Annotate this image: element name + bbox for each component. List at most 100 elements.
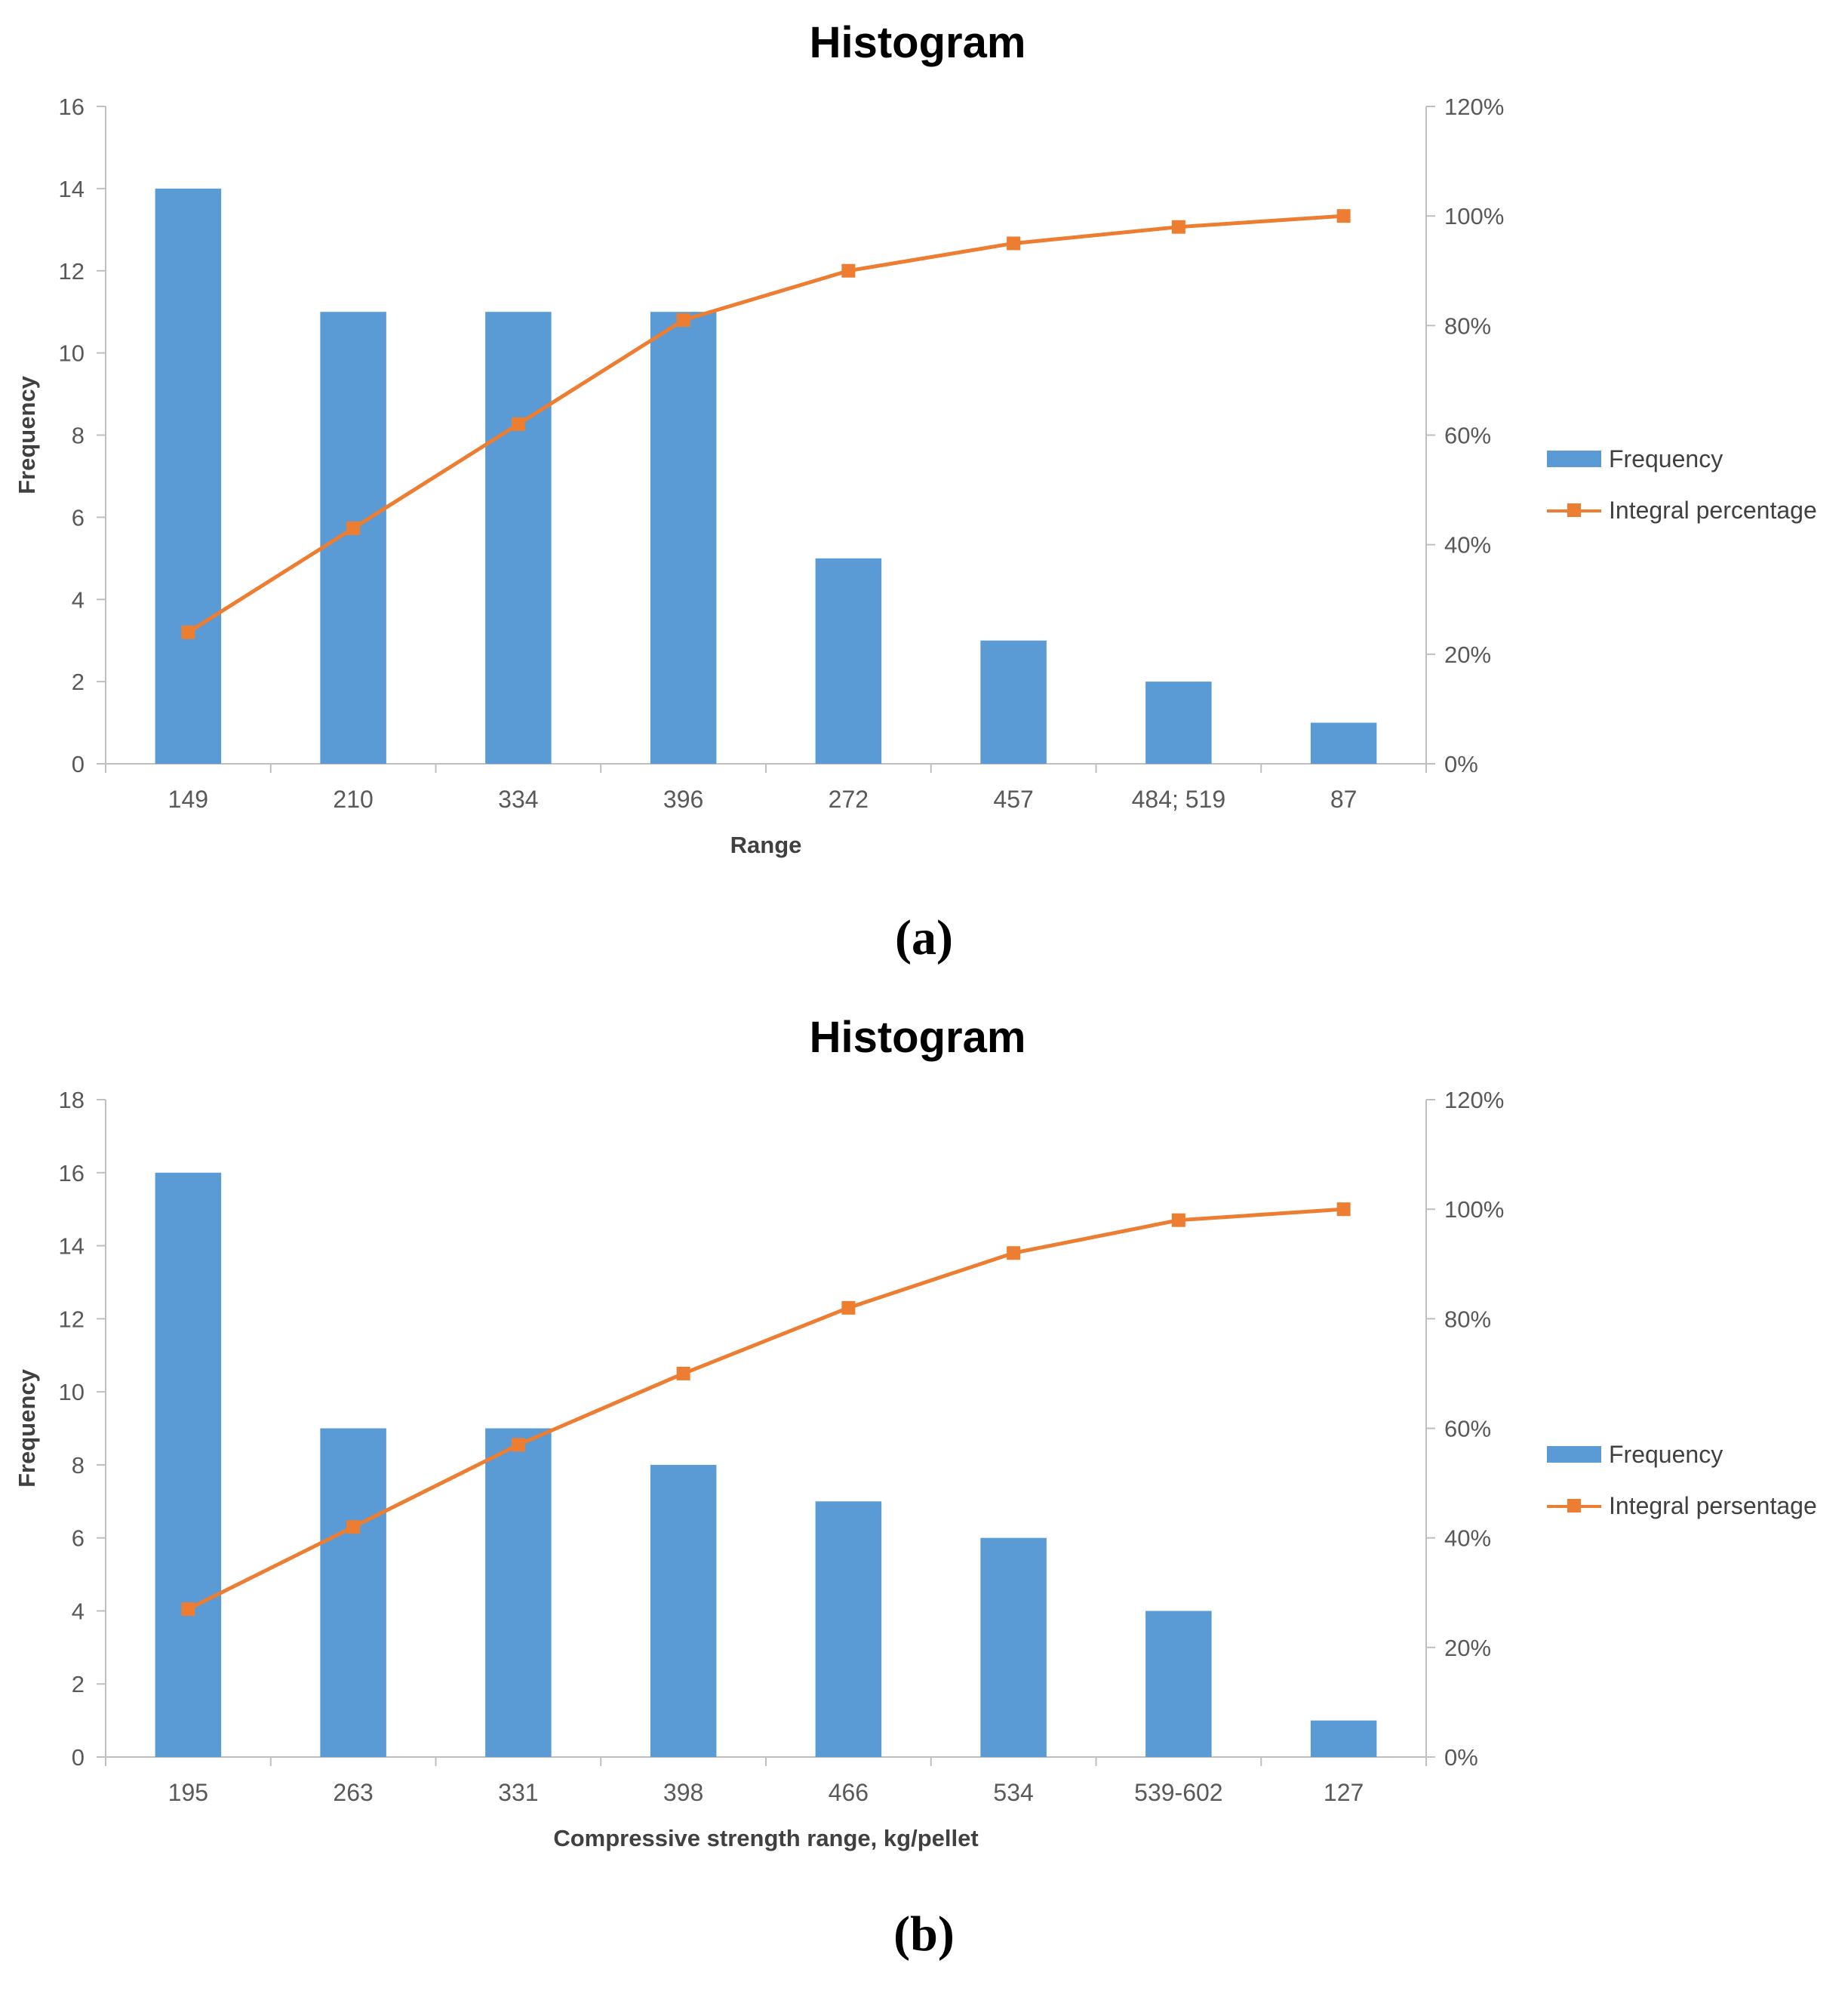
chart-a-bar xyxy=(815,558,882,764)
chart-b-y2-tick-label: 80% xyxy=(1444,1306,1491,1332)
chart-a-line-marker xyxy=(511,417,525,431)
chart-b-x-tick-label: 263 xyxy=(333,1779,373,1806)
legend-a-line-swatch xyxy=(1547,502,1601,519)
chart-b-line-marker xyxy=(841,1300,856,1315)
legend-a: Frequency Integral percentage xyxy=(1547,433,1817,536)
chart-a-x-tick-label: 87 xyxy=(1330,786,1358,813)
chart-a-y-tick-label: 12 xyxy=(59,258,85,285)
chart-a-bar xyxy=(485,312,552,764)
legend-a-frequency-label: Frequency xyxy=(1609,445,1723,472)
chart-a-line-marker xyxy=(1007,236,1021,251)
chart-a-line-marker xyxy=(841,263,856,278)
chart-a-y2-tick-label: 0% xyxy=(1444,751,1478,777)
chart-b-y-tick-label: 8 xyxy=(72,1452,85,1479)
legend-b-integral: Integral persentage xyxy=(1547,1480,1817,1531)
legend-a-integral-label: Integral percentage xyxy=(1609,496,1817,524)
chart-panel-b: Histogram 0 2 4 6 8 10 12 14 16 18 0% 20% 40% 60% 80% 10… xyxy=(0,996,1848,1994)
chart-a-y2-tick-label: 60% xyxy=(1444,423,1491,449)
chart-a-bar xyxy=(320,312,386,764)
chart-a-x-tick-label: 272 xyxy=(829,786,869,813)
chart-a-y-tick-label: 16 xyxy=(59,94,85,120)
chart-b-line-marker xyxy=(1336,1202,1351,1217)
chart-a-y2-tick-label: 40% xyxy=(1444,532,1491,559)
chart-b-y-tick-label: 10 xyxy=(59,1379,85,1405)
legend-b-frequency: Frequency xyxy=(1547,1429,1817,1480)
chart-a-x-tick-label: 210 xyxy=(333,786,373,813)
chart-a-x-axis-label: Range xyxy=(730,832,802,858)
chart-b-line-marker xyxy=(181,1602,195,1617)
chart-b-x-axis-label: Compressive strength range, kg/pellet xyxy=(553,1825,978,1851)
chart-b-bar xyxy=(650,1464,717,1757)
chart-b-title: Histogram xyxy=(810,1013,1026,1062)
chart-b-line-marker xyxy=(676,1366,690,1380)
chart-b-y2-tick-label: 40% xyxy=(1444,1525,1491,1552)
chart-b-y-tick-label: 12 xyxy=(59,1306,85,1332)
chart-a-y2-tick-label: 20% xyxy=(1444,642,1491,668)
legend-a-integral: Integral percentage xyxy=(1547,485,1817,536)
chart-b-x-tick-label: 539-602 xyxy=(1134,1779,1222,1806)
chart-a-line-series xyxy=(187,214,1344,634)
chart-a-bar xyxy=(155,188,222,764)
chart-a-x-tick-label: 457 xyxy=(993,786,1033,813)
chart-b-x-tick-label: 466 xyxy=(829,1779,869,1806)
chart-b-y-tick-label: 16 xyxy=(59,1160,85,1186)
chart-a-y-tick-label: 2 xyxy=(72,669,85,695)
chart-b-bar xyxy=(155,1172,222,1757)
chart-b-y2-tick-label: 20% xyxy=(1444,1635,1491,1661)
chart-b-y-tick-label: 14 xyxy=(59,1233,85,1260)
chart-b-x-tick-label: 195 xyxy=(168,1779,208,1806)
chart-a-x-tick-label: 484; 519 xyxy=(1132,786,1226,813)
chart-b-bar xyxy=(485,1428,552,1757)
chart-b-y-tick-label: 2 xyxy=(72,1671,85,1697)
chart-b-x-tick-label: 127 xyxy=(1324,1779,1364,1806)
chart-a-y2-tick-label: 120% xyxy=(1444,94,1504,120)
chart-b-line-series xyxy=(187,1207,1344,1611)
chart-a-line-marker xyxy=(676,313,690,328)
chart-a-line-marker xyxy=(181,625,195,639)
panel-label-a: (a) xyxy=(895,910,953,965)
chart-a-y2-tick-label: 80% xyxy=(1444,312,1491,339)
chart-b-line-marker xyxy=(1171,1213,1185,1227)
chart-b-y-tick-label: 6 xyxy=(72,1525,85,1552)
chart-b-y2-tick-label: 60% xyxy=(1444,1416,1491,1442)
chart-a-y-tick-label: 8 xyxy=(72,423,85,449)
chart-b-y-tick-label: 0 xyxy=(72,1744,85,1771)
chart-b-y2-tick-label: 120% xyxy=(1444,1087,1504,1113)
legend-b-bar-swatch xyxy=(1547,1446,1601,1463)
chart-b-line-marker xyxy=(511,1438,525,1452)
chart-a-line-marker xyxy=(1171,220,1185,234)
legend-b-line-swatch xyxy=(1547,1497,1601,1514)
chart-a-bar xyxy=(1145,682,1212,764)
chart-b-y-tick-label: 18 xyxy=(59,1087,85,1113)
chart-a-title: Histogram xyxy=(810,18,1026,67)
chart-a-y-tick-label: 10 xyxy=(59,340,85,367)
chart-b-line-marker xyxy=(346,1520,361,1534)
chart-b-y-tick-label: 4 xyxy=(72,1598,85,1624)
chart-b-bar xyxy=(320,1428,386,1757)
chart-b-y-axis-label: Frequency xyxy=(14,1368,40,1488)
chart-a-y2-tick-label: 100% xyxy=(1444,203,1504,229)
chart-b-x-tick-label: 331 xyxy=(498,1779,538,1806)
chart-b-bar xyxy=(815,1501,882,1757)
chart-a-bar xyxy=(650,312,717,764)
chart-b-y2-tick-label: 100% xyxy=(1444,1196,1504,1223)
legend-b: Frequency Integral persentage xyxy=(1547,1429,1817,1531)
chart-b-svg: Histogram 0 2 4 6 8 10 12 14 16 18 0% 20% 40% 60% 80% 10… xyxy=(14,1013,1504,1851)
chart-b-y2-tick-label: 0% xyxy=(1444,1744,1478,1771)
chart-a-x-tick-label: 149 xyxy=(168,786,208,813)
chart-a-line-marker xyxy=(1336,209,1351,223)
chart-a-y-axis-label: Frequency xyxy=(14,375,40,494)
chart-b-x-tick-label: 398 xyxy=(663,1779,703,1806)
chart-a-y-tick-label: 0 xyxy=(72,751,85,777)
chart-b-x-tick-label: 534 xyxy=(993,1779,1033,1806)
legend-a-bar-swatch xyxy=(1547,451,1601,467)
legend-b-integral-label: Integral persentage xyxy=(1609,1491,1817,1519)
chart-b-line-marker xyxy=(1007,1246,1021,1260)
chart-a-x-tick-label: 334 xyxy=(498,786,538,813)
chart-a-bar xyxy=(980,640,1047,764)
chart-a-svg: Histogram 0 2 4 6 8 10 12 14 16 0% 20% 40% 60% 80% 100%… xyxy=(14,18,1504,858)
chart-a-y-tick-label: 14 xyxy=(59,176,85,202)
legend-b-frequency-label: Frequency xyxy=(1609,1440,1723,1468)
chart-a-line-marker xyxy=(346,521,361,535)
chart-a-y-tick-label: 6 xyxy=(72,504,85,531)
